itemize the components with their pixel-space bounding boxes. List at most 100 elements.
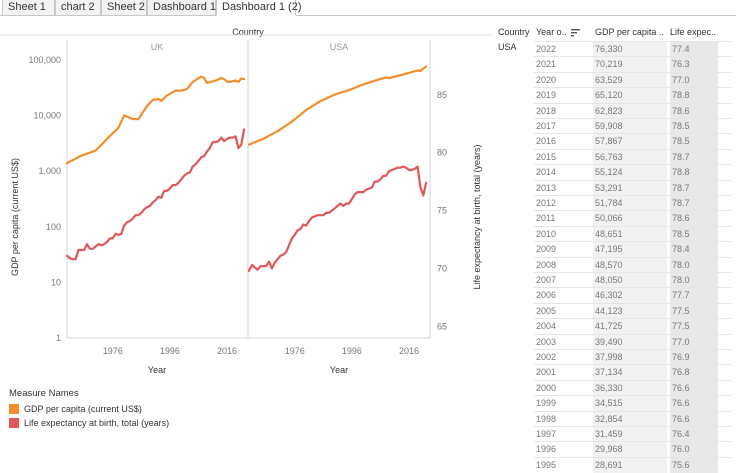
table-row[interactable]: 2016 57,867 78.5 — [534, 133, 732, 150]
life-expectancy-cell: 78.6 — [670, 211, 718, 227]
year-cell: 2010 — [536, 228, 557, 239]
table-row[interactable]: 1998 32,854 76.6 — [534, 410, 732, 427]
year-cell: 2014 — [536, 167, 557, 178]
y-right-tick-label: 65 — [437, 321, 447, 331]
column-header-country[interactable]: Country — [498, 27, 530, 37]
table-row[interactable]: 2015 56,763 78.7 — [534, 148, 732, 165]
table-row[interactable]: 2005 44,123 77.5 — [534, 302, 732, 319]
y-right-tick-label: 80 — [437, 148, 447, 158]
sort-descending-icon[interactable] — [571, 28, 581, 37]
gdp-cell: 48,050 — [593, 273, 667, 288]
table-row[interactable]: 1999 34,515 76.6 — [534, 395, 732, 412]
year-cell: 2000 — [536, 382, 557, 393]
table-row[interactable]: 2021 70,219 76.3 — [534, 56, 732, 73]
table-row[interactable]: 2018 62,823 78.6 — [534, 102, 732, 119]
year-cell: 2007 — [536, 275, 557, 285]
column-header-gdp[interactable]: GDP per capita .. — [595, 27, 664, 37]
y-axis-left-title: GDP per capita (current US$) — [10, 158, 20, 276]
legend-item-life[interactable]: Life expectancy at birth, total (years) — [9, 416, 169, 430]
gdp-cell: 34,515 — [593, 396, 667, 412]
tab-dashboard-1[interactable]: Dashboard 1 — [147, 0, 216, 16]
year-cell: 2008 — [536, 259, 557, 270]
gdp-cell: 57,867 — [593, 134, 667, 150]
column-header-life[interactable]: Life expec.. — [670, 27, 717, 37]
table-row[interactable]: 2020 63,529 77.0 — [534, 71, 732, 88]
y-right-tick-label: 75 — [437, 206, 447, 216]
table-row[interactable]: 1997 31,459 76.4 — [534, 426, 732, 442]
dual-axis-chart: Country UK USA GDP per capita (current U… — [0, 27, 492, 375]
gdp-cell: 63,529 — [593, 72, 667, 88]
life-expectancy-cell: 77.5 — [670, 319, 718, 335]
life-expectancy-cell: 76.9 — [670, 350, 718, 365]
gdp-cell: 31,459 — [593, 427, 667, 442]
gdp-cell: 36,330 — [593, 380, 667, 396]
table-row[interactable]: 2013 53,291 78.7 — [534, 179, 732, 196]
life-expectancy-cell: 77.4 — [670, 42, 718, 57]
table-row[interactable]: 2003 39,490 77.0 — [534, 333, 732, 350]
gdp-cell: 56,763 — [593, 149, 667, 165]
table-row[interactable]: 2010 48,651 78.5 — [534, 225, 732, 242]
year-cell: 2018 — [536, 105, 557, 116]
table-row[interactable]: 2006 46,302 77.7 — [534, 287, 732, 304]
gdp-cell: 48,570 — [593, 257, 667, 273]
table-row[interactable]: 2014 55,124 78.8 — [534, 164, 732, 181]
tab-sheet-2[interactable]: Sheet 2 — [101, 0, 147, 16]
legend-item-gdp[interactable]: GDP per capita (current US$) — [9, 402, 169, 416]
table-row[interactable]: 2009 47,195 78.4 — [534, 241, 732, 258]
table-row[interactable]: 2012 51,784 78.7 — [534, 195, 732, 211]
table-row[interactable]: 2001 37,134 76.8 — [534, 364, 732, 381]
life-expectancy-cell: 76.6 — [670, 396, 718, 412]
x-tick-label: 1976 — [103, 346, 123, 356]
table-row[interactable]: 2004 41,725 77.5 — [534, 318, 732, 335]
table-row[interactable]: 2000 36,330 76.6 — [534, 379, 732, 396]
y-right-tick-label: 85 — [437, 90, 447, 100]
table-row[interactable]: 2017 59,908 78.5 — [534, 118, 732, 134]
year-cell: 2009 — [536, 244, 557, 255]
life-expectancy-cell: 77.0 — [670, 334, 718, 350]
table-row[interactable]: 1996 29,968 76.0 — [534, 441, 732, 458]
table-row[interactable]: 2019 65,120 78.8 — [534, 87, 732, 104]
gdp-cell: 47,195 — [593, 242, 667, 258]
gdp-cell: 59,908 — [593, 119, 667, 134]
gdp-cell: 37,134 — [593, 365, 667, 381]
gdp-cell: 39,490 — [593, 334, 667, 350]
gdp-cell: 41,725 — [593, 319, 667, 335]
year-cell: 2016 — [536, 136, 557, 147]
table-row[interactable]: 2022 76,330 77.4 — [534, 41, 732, 57]
life-expectancy-cell: 78.7 — [670, 180, 718, 196]
panel-label-uk: UK — [151, 42, 164, 52]
tab-dashboard-1-2[interactable]: Dashboard 1 (2) — [216, 0, 302, 16]
life-expectancy-cell: 76.4 — [670, 427, 718, 442]
year-cell: 2002 — [536, 352, 557, 362]
life-expectancy-cell: 78.0 — [670, 273, 718, 288]
color-legend: Measure Names GDP per capita (current US… — [9, 388, 169, 430]
y-right-tick-label: 70 — [437, 264, 447, 274]
y-left-tick-label: 100 — [46, 222, 61, 232]
table-row[interactable]: 1995 28,691 75.6 — [534, 456, 732, 473]
gdp-cell: 46,302 — [593, 288, 667, 304]
chart-header-country: Country — [232, 27, 264, 37]
legend-title: Measure Names — [9, 388, 79, 399]
country-cell[interactable]: USA — [498, 42, 517, 52]
year-cell: 1999 — [536, 398, 557, 409]
year-cell: 2006 — [536, 290, 557, 301]
tab-sheet-1[interactable]: Sheet 1 — [2, 0, 55, 16]
y-left-tick-label: 1 — [56, 333, 61, 343]
table-row[interactable]: 2008 48,570 78.0 — [534, 256, 732, 273]
table-row[interactable]: 2007 48,050 78.0 — [534, 272, 732, 288]
year-cell: 2005 — [536, 305, 557, 316]
x-axis-title-uk: Year — [148, 365, 166, 375]
life-expectancy-cell: 77.5 — [670, 303, 718, 319]
table-row[interactable]: 2011 50,066 78.6 — [534, 210, 732, 227]
gdp-cell: 48,651 — [593, 226, 667, 242]
x-tick-label: 1996 — [342, 346, 362, 356]
table-row[interactable]: 2002 37,998 76.9 — [534, 349, 732, 365]
column-header-year[interactable]: Year o.. — [536, 27, 581, 41]
year-cell: 2020 — [536, 74, 557, 85]
y-axis-right-title: Life expectancy at birth, total (years) — [472, 144, 482, 289]
y-left-tick-label: 1,000 — [38, 166, 61, 176]
gdp-cell: 32,854 — [593, 411, 667, 427]
tab-chart-2[interactable]: chart 2 — [55, 0, 101, 16]
life-expectancy-cell: 78.6 — [670, 103, 718, 119]
year-cell: 2011 — [536, 213, 556, 224]
